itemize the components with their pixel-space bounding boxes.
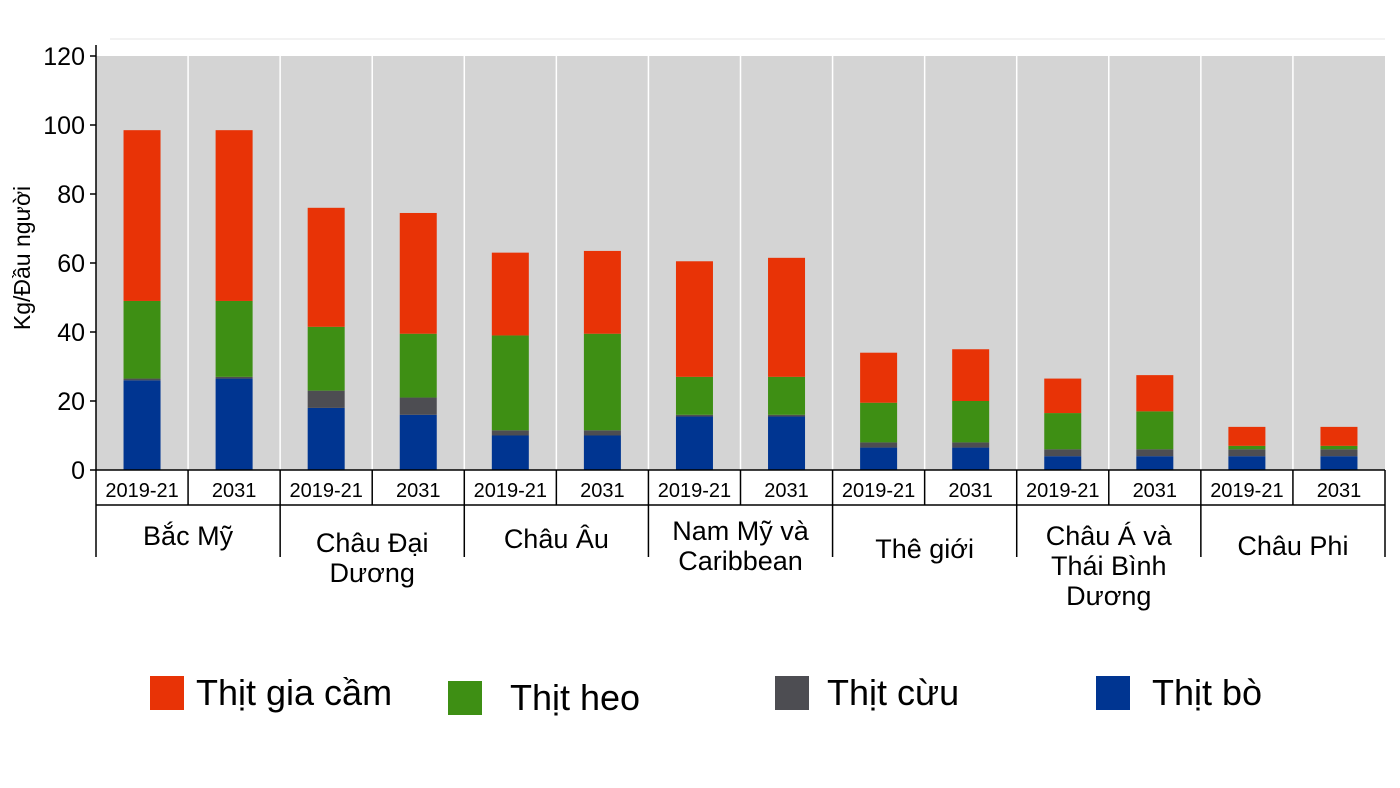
period-label: 2031 [764, 480, 809, 502]
bar-segment-thit-bo [1044, 456, 1082, 470]
bar-segment-thit-gia-cam [675, 261, 713, 377]
period-label: 2031 [212, 480, 257, 502]
bar-segment-thit-cuu [307, 390, 345, 408]
y-tick-label: 20 [57, 388, 85, 416]
bar-segment-thit-cuu [952, 442, 990, 448]
legend-label-lamb: Thịt cừu [827, 672, 960, 713]
bar-segment-thit-heo [952, 401, 990, 443]
legend-swatch-pork [448, 681, 482, 715]
bar-segment-thit-gia-cam [860, 352, 898, 403]
period-label: 2031 [948, 480, 993, 502]
period-label: 2031 [396, 480, 441, 502]
bar-segment-thit-bo [1136, 456, 1174, 470]
period-label: 2019-21 [474, 480, 547, 502]
bar-segment-thit-heo [123, 300, 161, 379]
bar-segment-thit-bo [491, 435, 529, 470]
bar-segment-thit-heo [491, 335, 529, 431]
group-label-chau-a-va-thai-binh-duong: Châu Á và Thái Bình Dương [1046, 521, 1173, 611]
stacked-bar-chart: 0 20 40 60 80 100 120 2019-21 2031 2019-21 2031 20… [9, 38, 1386, 611]
bar-segment-thit-heo [583, 333, 621, 431]
bar-segment-thit-heo [860, 402, 898, 443]
bar-segment-thit-gia-cam [1044, 378, 1082, 414]
legend-item-pork: Thịt heo [448, 677, 640, 719]
bar-segment-thit-gia-cam [123, 130, 161, 301]
legend-item-lamb: Thịt cừu [775, 672, 959, 714]
period-label: 2019-21 [1026, 480, 1099, 502]
bar-segment-thit-cuu [1136, 449, 1174, 457]
bar-segment-thit-cuu [1044, 449, 1082, 457]
bar-segment-thit-heo [215, 300, 253, 377]
bar-segment-thit-gia-cam [1136, 375, 1174, 412]
y-tick-label: 60 [57, 250, 85, 278]
bar-segment-thit-bo [768, 416, 806, 470]
legend-label-beef: Thịt bò [1152, 672, 1263, 713]
group-label-chau-dai-duong: Châu Đại Dương [316, 528, 429, 588]
bar-segment-thit-heo [307, 326, 345, 391]
bar-segment-thit-gia-cam [307, 207, 345, 327]
bar-segment-thit-cuu [399, 397, 437, 415]
bar-segment-thit-gia-cam [952, 349, 990, 401]
bar-segment-thit-gia-cam [1228, 426, 1266, 446]
bar-segment-thit-bo [1320, 456, 1358, 470]
bar-segment-thit-bo [399, 414, 437, 470]
period-label: 2019-21 [105, 480, 178, 502]
bar-segment-thit-cuu [1228, 449, 1266, 457]
group-label-bac-my: Bắc Mỹ [143, 520, 234, 551]
legend-item-beef: Thịt bò [1096, 672, 1262, 714]
bar-segment-thit-heo [1136, 411, 1174, 450]
bar-segment-thit-bo [307, 407, 345, 470]
bar-segment-thit-bo [952, 447, 990, 470]
group-label-chau-phi: Châu Phi [1237, 531, 1348, 561]
period-label: 2031 [580, 480, 625, 502]
period-label: 2031 [1133, 480, 1178, 502]
y-axis-label: Kg/Đầu người [9, 186, 35, 330]
period-label: 2019-21 [658, 480, 731, 502]
bar-segment-thit-cuu [215, 376, 253, 379]
legend-swatch-poultry [150, 676, 184, 710]
bar-segment-thit-bo [675, 416, 713, 470]
bar-segment-thit-cuu [123, 378, 161, 381]
y-tick-label: 120 [43, 43, 85, 71]
legend-swatch-lamb [775, 676, 809, 710]
bar-segment-thit-cuu [768, 414, 806, 417]
bar-segment-thit-gia-cam [583, 250, 621, 334]
bar-segment-thit-gia-cam [491, 252, 529, 336]
bar-segment-thit-heo [1320, 445, 1358, 450]
y-tick-label: 80 [57, 181, 85, 209]
group-label-chau-au: Châu Âu [504, 523, 609, 554]
legend-item-poultry: Thịt gia cầm [150, 672, 392, 714]
bar-segment-thit-cuu [675, 414, 713, 417]
period-label: 2031 [1317, 480, 1362, 502]
legend-label-pork: Thịt heo [510, 677, 641, 718]
bar-segment-thit-cuu [1320, 449, 1358, 457]
period-label: 2019-21 [289, 480, 362, 502]
bar-segment-thit-bo [215, 378, 253, 470]
legend-label-poultry: Thịt gia cầm [196, 672, 393, 713]
y-tick-label: 40 [57, 319, 85, 347]
group-label-the-gioi: Thê giới [875, 534, 974, 564]
bar-segment-thit-gia-cam [768, 257, 806, 377]
y-tick-label: 0 [71, 457, 85, 485]
period-label: 2019-21 [1210, 480, 1283, 502]
bar-segment-thit-gia-cam [1320, 426, 1358, 446]
bar-segment-thit-bo [1228, 456, 1266, 470]
bar-segment-thit-bo [583, 435, 621, 470]
group-label-nam-my-va-caribbean: Nam Mỹ và Caribbean [672, 516, 810, 576]
bar-segment-thit-heo [1228, 445, 1266, 450]
bar-segment-thit-gia-cam [399, 212, 437, 334]
bar-segment-thit-heo [675, 376, 713, 415]
period-label: 2019-21 [842, 480, 915, 502]
bar-segment-thit-cuu [491, 430, 529, 436]
bar-segment-thit-heo [399, 333, 437, 398]
bar-segment-thit-gia-cam [215, 130, 253, 301]
bar-segment-thit-cuu [583, 430, 621, 436]
bar-segment-thit-bo [123, 380, 161, 470]
bar-segment-thit-cuu [860, 442, 898, 448]
bar-segment-thit-bo [860, 447, 898, 470]
y-tick-label: 100 [43, 112, 85, 140]
legend-swatch-beef [1096, 676, 1130, 710]
bar-segment-thit-heo [768, 376, 806, 415]
bar-segment-thit-heo [1044, 413, 1082, 450]
